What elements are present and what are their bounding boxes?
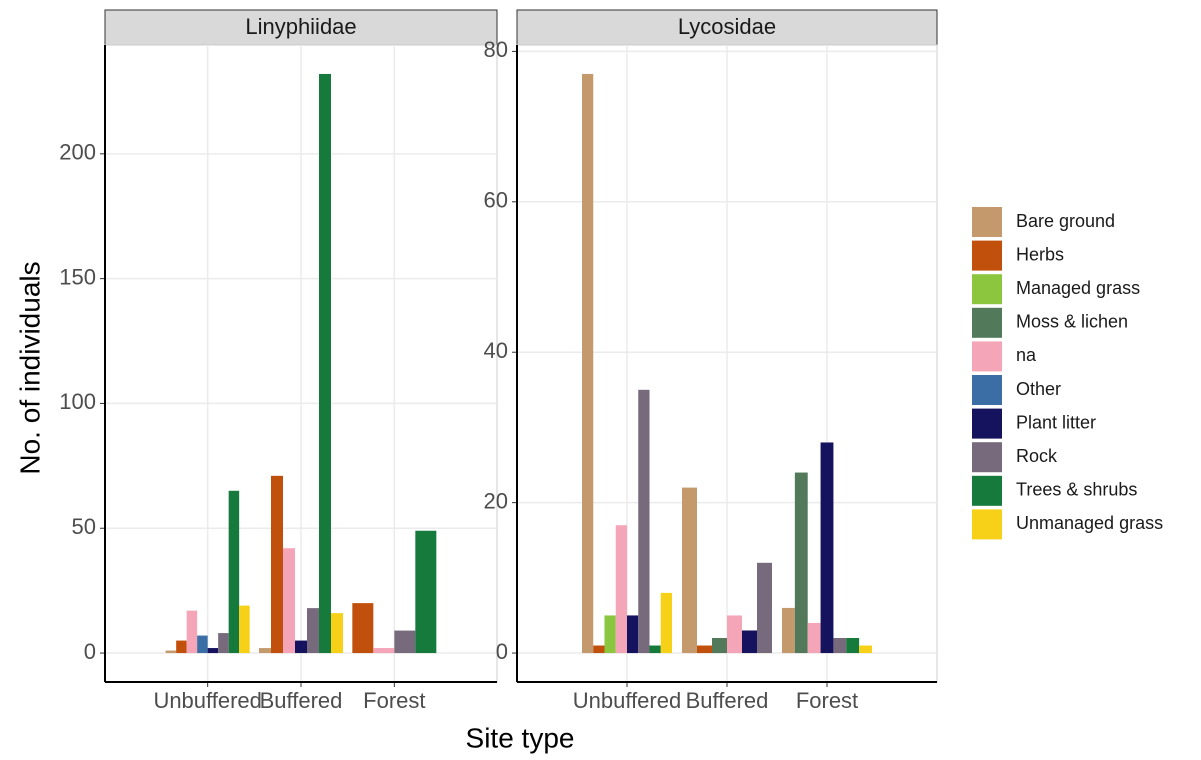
bar [218, 633, 229, 654]
bar [271, 475, 283, 654]
bar [638, 389, 650, 654]
y-tick-label: 40 [484, 338, 508, 363]
strip-title: Linyphiidae [245, 14, 356, 39]
bar [415, 530, 437, 654]
bar [627, 615, 639, 654]
y-tick-label: 0 [496, 639, 508, 664]
legend-key [972, 341, 1002, 372]
legend-label: Bare ground [1016, 211, 1115, 231]
legend-label: Rock [1016, 446, 1058, 466]
bar [660, 592, 672, 654]
legend-label: Plant litter [1016, 412, 1096, 432]
legend-label: Other [1016, 379, 1061, 399]
y-tick-label: 60 [484, 188, 508, 213]
bar [742, 630, 757, 654]
legend-label: Trees & shrubs [1016, 480, 1137, 500]
legend-label: na [1016, 345, 1037, 365]
bar [352, 603, 374, 654]
bar [604, 615, 616, 654]
bar [319, 73, 331, 654]
legend-label: Managed grass [1016, 278, 1140, 298]
bar [373, 648, 395, 654]
y-tick-label: 150 [59, 264, 96, 289]
y-tick-label: 50 [72, 514, 96, 539]
bar [807, 622, 821, 654]
bar [394, 630, 416, 654]
bar [239, 605, 250, 654]
bar [176, 640, 187, 654]
bar [846, 638, 860, 654]
legend-key [972, 442, 1002, 473]
y-tick-label: 20 [484, 488, 508, 513]
x-tick-label: Unbuffered [153, 688, 261, 713]
bar [197, 635, 208, 654]
y-tick-label: 0 [84, 639, 96, 664]
strip [104, 9, 498, 46]
y-tick-label: 200 [59, 140, 96, 165]
strip [516, 9, 938, 46]
bar [331, 613, 343, 654]
bar [794, 472, 808, 654]
x-tick-label: Buffered [686, 688, 769, 713]
x-tick-label: Buffered [260, 688, 343, 713]
bar [615, 525, 627, 654]
bar [186, 610, 198, 654]
x-tick-label: Forest [796, 688, 858, 713]
bar [820, 442, 834, 654]
legend-key [972, 240, 1002, 271]
y-axis-title: No. of individuals [14, 261, 45, 474]
legend-key [972, 375, 1002, 405]
bar [682, 487, 697, 654]
y-tick-label: 100 [59, 389, 96, 414]
bar [697, 645, 712, 654]
legend-label: Moss & lichen [1016, 312, 1128, 332]
bar [649, 645, 661, 654]
bar [283, 548, 295, 654]
y-tick-label: 80 [484, 37, 508, 62]
bar [582, 73, 594, 654]
bar [295, 640, 307, 654]
legend-label: Herbs [1016, 244, 1064, 264]
bar [228, 490, 240, 654]
bar [259, 648, 271, 654]
bar [727, 615, 742, 654]
legend-key [972, 408, 1002, 439]
legend-key [972, 475, 1002, 506]
bar [307, 608, 319, 654]
bar [165, 650, 177, 654]
bar [207, 648, 219, 654]
x-axis-title: Site type [466, 722, 575, 753]
legend-key [972, 509, 1002, 540]
legend-label: Unmanaged grass [1016, 513, 1163, 533]
legend-key [972, 307, 1002, 338]
x-tick-label: Forest [363, 688, 425, 713]
x-tick-label: Unbuffered [573, 688, 681, 713]
bar [859, 645, 872, 654]
strip-title: Lycosidae [678, 14, 776, 39]
legend-key [972, 207, 1002, 237]
legend-key [972, 274, 1002, 305]
bar [782, 607, 795, 654]
bar [593, 645, 605, 654]
bar [833, 638, 847, 654]
bar [757, 562, 772, 654]
bar [712, 638, 727, 654]
